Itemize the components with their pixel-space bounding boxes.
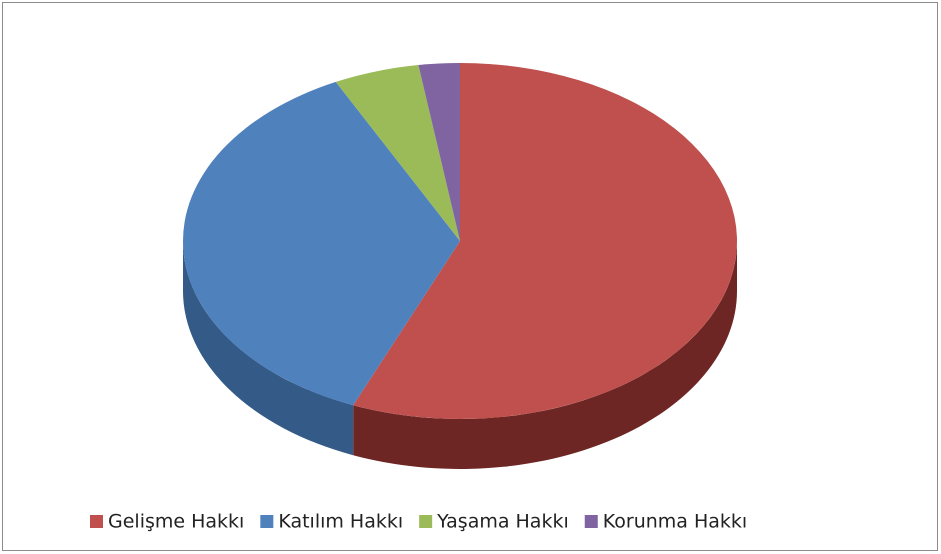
legend-label: Korunma Hakkı: [603, 511, 747, 533]
slice: [182, 81, 461, 406]
slice-side: [353, 241, 737, 469]
slice: [418, 63, 460, 241]
legend-swatch: [584, 515, 598, 528]
legend-swatch: [419, 515, 433, 528]
slice: [353, 63, 737, 419]
legend-label: Katılım Hakkı: [278, 511, 403, 533]
slice-side: [183, 241, 354, 456]
legend-label: Gelişme Hakkı: [108, 511, 244, 533]
legend-label: Yaşama Hakkı: [436, 511, 569, 533]
legend-swatch: [260, 515, 274, 528]
legend-swatch: [90, 515, 103, 528]
slice: [335, 65, 460, 241]
